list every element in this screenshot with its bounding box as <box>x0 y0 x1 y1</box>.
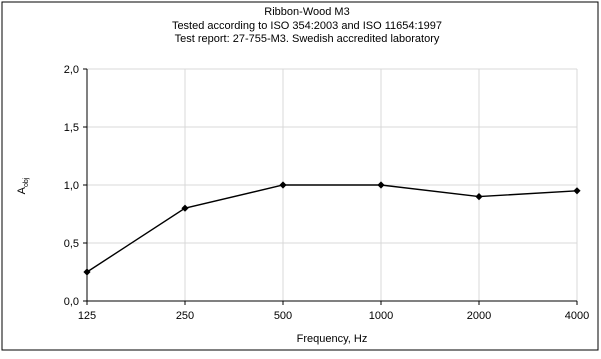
x-tick-label: 500 <box>274 310 292 322</box>
x-tick-label: 1000 <box>369 310 393 322</box>
tick-labels: 0,0 0,5 1,0 1,5 2,0 125 250 500 1000 2000 4000 <box>64 64 590 322</box>
data-point-marker <box>181 204 189 212</box>
chart-subtitle-test-report: Test report: 27-755-M3. Swedish accredit… <box>175 33 440 45</box>
data-point-marker <box>573 187 581 195</box>
x-tick-label: 125 <box>78 310 96 322</box>
data-point-marker <box>83 268 91 276</box>
y-tick-label: 1,5 <box>64 122 79 134</box>
y-axis-label-main: A <box>16 186 28 194</box>
series <box>83 181 581 276</box>
x-axis-label: Frequency, Hz <box>297 333 368 345</box>
y-tick-label: 0,0 <box>64 296 79 308</box>
x-tick-label: 4000 <box>565 310 589 322</box>
y-axis-label-subscript: obj <box>23 177 30 187</box>
y-tick-label: 2,0 <box>64 64 79 76</box>
chart-border <box>1 1 599 351</box>
x-tick-label: 2000 <box>467 310 491 322</box>
chart-title: Ribbon-Wood M3 <box>264 6 349 18</box>
x-tick-label: 250 <box>176 310 194 322</box>
data-point-marker <box>279 181 287 189</box>
y-tick-label: 0,5 <box>64 238 79 250</box>
y-axis-label: Aobj <box>16 177 30 194</box>
series-line <box>86 184 578 273</box>
chart-subtitle-test-standard: Tested according to ISO 354:2003 and ISO… <box>172 20 442 32</box>
data-point-marker <box>377 181 385 189</box>
data-point-marker <box>475 193 483 201</box>
y-tick-label: 1,0 <box>64 180 79 192</box>
axes <box>83 68 578 305</box>
